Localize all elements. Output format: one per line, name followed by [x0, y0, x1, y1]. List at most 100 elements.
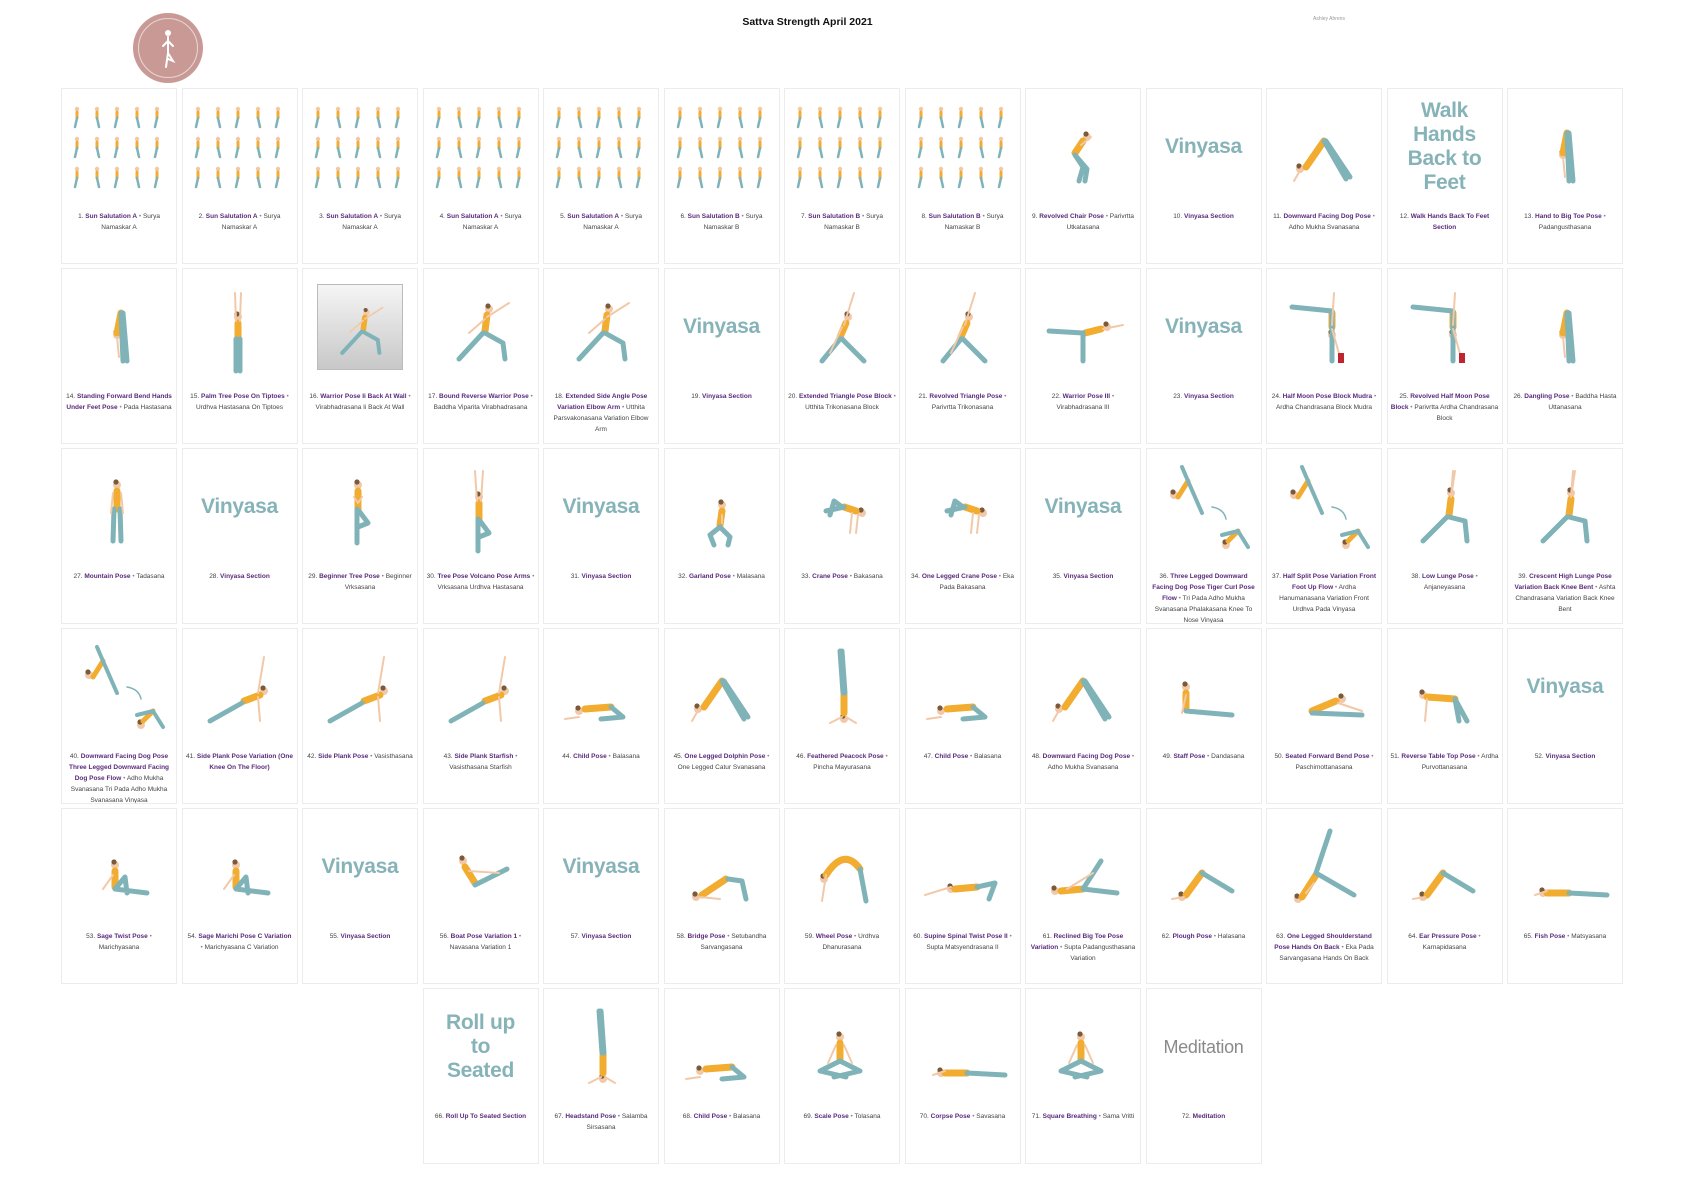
pose-card[interactable]: 54. Sage Marichi Pose C Variation • Mari…: [181, 808, 298, 984]
pose-name[interactable]: Staff Pose: [1173, 753, 1206, 760]
pose-name[interactable]: Bound Reverse Warrior Pose: [439, 393, 529, 400]
pose-card[interactable]: 32. Garland Pose • Malasana: [663, 448, 780, 624]
pose-card[interactable]: 36. Three Legged Downward Facing Dog Pos…: [1145, 448, 1262, 624]
pose-card[interactable]: 16. Warrior Pose Ii Back At Wall • Virab…: [302, 268, 418, 444]
pose-name[interactable]: Side Plank Starfish: [454, 753, 514, 760]
pose-card[interactable]: Meditation 72. Meditation: [1145, 988, 1262, 1164]
pose-name[interactable]: Half Split Pose Variation Front Foot Up …: [1282, 573, 1377, 591]
pose-card[interactable]: 69. Scale Pose • Tolasana: [784, 988, 900, 1164]
pose-card[interactable]: 25. Revolved Half Moon Pose Block • Pari…: [1386, 268, 1503, 444]
pose-name[interactable]: Sage Twist Pose: [96, 933, 148, 940]
pose-card[interactable]: 29. Beginner Tree Pose • Beginner Vrksas…: [302, 448, 418, 624]
pose-name[interactable]: Sun Salutation A: [446, 213, 499, 220]
pose-name[interactable]: Vinyasa Section: [1063, 573, 1114, 580]
pose-name[interactable]: Wheel Pose: [815, 933, 853, 940]
pose-card[interactable]: Walk Hands Back to Feet 12. Walk Hands Ba…: [1386, 88, 1503, 264]
pose-name[interactable]: Vinyasa Section: [220, 573, 270, 580]
pose-card[interactable]: 68. Child Pose • Balasana: [663, 988, 780, 1164]
pose-name[interactable]: Standing Forward Bend Hands Under Feet P…: [66, 393, 172, 411]
pose-card[interactable]: 26. Dangling Pose • Baddha Hasta Uttanas…: [1507, 268, 1623, 444]
pose-name[interactable]: Sun Salutation B: [928, 213, 981, 220]
pose-card[interactable]: 5. Sun Salutation A • Surya Namaskar A: [543, 88, 659, 264]
pose-card[interactable]: 71. Square Breathing • Sama Vritti: [1025, 988, 1141, 1164]
pose-name[interactable]: Child Pose: [934, 753, 969, 760]
pose-card[interactable]: 43. Side Plank Starfish • Vasisthasana S…: [422, 628, 539, 804]
pose-card[interactable]: 14. Standing Forward Bend Hands Under Fe…: [61, 268, 177, 444]
pose-card[interactable]: 2. Sun Salutation A • Surya Namaskar A: [181, 88, 298, 264]
pose-card[interactable]: 38. Low Lunge Pose • Anjaneyasana: [1386, 448, 1503, 624]
pose-card[interactable]: 11. Downward Facing Dog Pose • Adho Mukh…: [1266, 88, 1382, 264]
pose-card[interactable]: 51. Reverse Table Top Pose • Ardha Purvo…: [1386, 628, 1503, 804]
pose-card[interactable]: 67. Headstand Pose • Salamba Sirsasana: [543, 988, 659, 1164]
pose-card[interactable]: 53. Sage Twist Pose • Marichyasana: [61, 808, 177, 984]
pose-card[interactable]: 20. Extended Triangle Pose Block • Utthi…: [784, 268, 900, 444]
pose-name[interactable]: Vinyasa Section: [1545, 753, 1596, 760]
pose-name[interactable]: Square Breathing: [1042, 1113, 1097, 1120]
pose-card[interactable]: 7. Sun Salutation B • Surya Namaskar B: [784, 88, 900, 264]
pose-name[interactable]: Vinyasa Section: [1184, 393, 1234, 400]
pose-card[interactable]: 59. Wheel Pose • Urdhva Dhanurasana: [784, 808, 900, 984]
pose-name[interactable]: Dangling Pose: [1524, 393, 1570, 400]
pose-name[interactable]: One Legged Dolphin Pose: [684, 753, 766, 760]
pose-name[interactable]: Headstand Pose: [565, 1113, 616, 1120]
pose-name[interactable]: Garland Pose: [688, 573, 731, 580]
pose-name[interactable]: Vinyasa Section: [702, 393, 752, 400]
pose-card[interactable]: 9. Revolved Chair Pose • Parivrtta Utkat…: [1025, 88, 1141, 264]
pose-name[interactable]: Crescent High Lunge Pose Variation Back …: [1514, 573, 1612, 591]
pose-name[interactable]: Walk Hands Back To Feet Section: [1410, 213, 1490, 231]
pose-name[interactable]: Vinyasa Section: [1184, 213, 1234, 220]
pose-card[interactable]: 65. Fish Pose • Matsyasana: [1507, 808, 1623, 984]
pose-card[interactable]: 22. Warrior Pose III • Virabhadrasana II…: [1025, 268, 1141, 444]
pose-card[interactable]: 63. One Legged Shoulderstand Pose Hands …: [1266, 808, 1382, 984]
pose-card[interactable]: 47. Child Pose • Balasana: [904, 628, 1021, 804]
pose-name[interactable]: One Legged Crane Pose: [921, 573, 997, 580]
pose-name[interactable]: Revolved Chair Pose: [1039, 213, 1104, 220]
pose-card[interactable]: 44. Child Pose • Balasana: [543, 628, 659, 804]
pose-name[interactable]: Revolved Half Moon Pose Block: [1390, 393, 1490, 411]
pose-name[interactable]: Scale Pose: [814, 1113, 849, 1120]
pose-name[interactable]: Vinyasa Section: [581, 573, 632, 580]
pose-name[interactable]: Ear Pressure Pose: [1419, 933, 1477, 940]
pose-name[interactable]: Sun Salutation B: [687, 213, 740, 220]
pose-card[interactable]: Vinyasa 10. Vinyasa Section: [1145, 88, 1262, 264]
pose-name[interactable]: Downward Facing Dog Pose Three Legged Do…: [68, 753, 170, 782]
pose-card[interactable]: 70. Corpse Pose • Savasana: [904, 988, 1021, 1164]
pose-card[interactable]: 17. Bound Reverse Warrior Pose • Baddha …: [422, 268, 539, 444]
pose-name[interactable]: Feathered Peacock Pose: [807, 753, 884, 760]
pose-card[interactable]: 58. Bridge Pose • Setubandha Sarvangasan…: [663, 808, 780, 984]
pose-name[interactable]: Crane Pose: [812, 573, 848, 580]
pose-card[interactable]: 1. Sun Salutation A • Surya Namaskar A: [61, 88, 177, 264]
pose-card[interactable]: 8. Sun Salutation B • Surya Namaskar B: [904, 88, 1021, 264]
pose-name[interactable]: Corpse Pose: [930, 1113, 971, 1120]
pose-name[interactable]: Sun Salutation A: [205, 213, 258, 220]
pose-card[interactable]: 4. Sun Salutation A • Surya Namaskar A: [422, 88, 539, 264]
pose-card[interactable]: 18. Extended Side Angle Pose Variation E…: [543, 268, 659, 444]
pose-card[interactable]: Roll up to Seated 66. Roll Up To Seated S…: [422, 988, 539, 1164]
pose-card[interactable]: Vinyasa 23. Vinyasa Section: [1145, 268, 1262, 444]
pose-card[interactable]: 21. Revolved Triangle Pose • Parivrtta T…: [904, 268, 1021, 444]
pose-name[interactable]: Warrior Pose Ii Back At Wall: [320, 393, 407, 400]
pose-card[interactable]: 15. Palm Tree Pose On Tiptoes • Urdhva H…: [181, 268, 298, 444]
pose-name[interactable]: Seated Forward Bend Pose: [1285, 753, 1370, 760]
pose-card[interactable]: 46. Feathered Peacock Pose • Pincha Mayu…: [784, 628, 900, 804]
pose-card[interactable]: 60. Supine Spinal Twist Pose II • Supta …: [904, 808, 1021, 984]
pose-card[interactable]: 56. Boat Pose Variation 1 • Navasana Var…: [422, 808, 539, 984]
pose-name[interactable]: Downward Facing Dog Pose: [1283, 213, 1371, 220]
pose-name[interactable]: Sun Salutation A: [326, 213, 379, 220]
pose-name[interactable]: Side Plank Pose: [318, 753, 369, 760]
pose-name[interactable]: Three Legged Downward Facing Dog Pose Ti…: [1152, 573, 1255, 602]
pose-name[interactable]: Plough Pose: [1172, 933, 1212, 940]
pose-card[interactable]: 48. Downward Facing Dog Pose • Adho Mukh…: [1025, 628, 1141, 804]
pose-card[interactable]: 40. Downward Facing Dog Pose Three Legge…: [61, 628, 177, 804]
pose-card[interactable]: 64. Ear Pressure Pose • Karnapidasana: [1386, 808, 1503, 984]
pose-name[interactable]: Sun Salutation A: [567, 213, 620, 220]
pose-name[interactable]: One Legged Shoulderstand Pose Hands On B…: [1274, 933, 1372, 951]
pose-name[interactable]: Tree Pose Volcano Pose Arms: [437, 573, 531, 580]
pose-name[interactable]: Extended Triangle Pose Block: [798, 393, 892, 400]
pose-card[interactable]: Vinyasa 31. Vinyasa Section: [543, 448, 659, 624]
pose-name[interactable]: Vinyasa Section: [581, 933, 632, 940]
pose-card[interactable]: Vinyasa 28. Vinyasa Section: [181, 448, 298, 624]
pose-card[interactable]: Vinyasa 57. Vinyasa Section: [543, 808, 659, 984]
pose-name[interactable]: Downward Facing Dog Pose: [1042, 753, 1131, 760]
pose-name[interactable]: Sun Salutation A: [85, 213, 138, 220]
